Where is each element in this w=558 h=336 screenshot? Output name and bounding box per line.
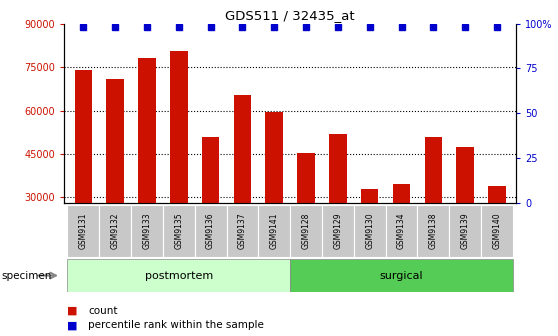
- Bar: [354, 205, 386, 257]
- Bar: [170, 51, 187, 285]
- Text: GSM9129: GSM9129: [333, 213, 343, 249]
- Bar: [290, 205, 322, 257]
- Bar: [449, 205, 481, 257]
- Text: GSM9135: GSM9135: [174, 213, 183, 249]
- Text: GSM9132: GSM9132: [110, 213, 119, 249]
- Bar: [322, 205, 354, 257]
- Bar: [481, 205, 513, 257]
- Text: GSM9137: GSM9137: [238, 213, 247, 249]
- Bar: [266, 112, 283, 285]
- Text: postmortem: postmortem: [145, 270, 213, 281]
- Text: ■: ■: [67, 320, 78, 330]
- Text: GSM9133: GSM9133: [142, 213, 151, 249]
- Bar: [234, 94, 251, 285]
- Bar: [425, 137, 442, 285]
- Text: GSM9130: GSM9130: [365, 213, 374, 249]
- Bar: [386, 205, 417, 257]
- Bar: [107, 79, 124, 285]
- Bar: [393, 184, 410, 285]
- Text: GSM9140: GSM9140: [493, 213, 502, 249]
- Bar: [227, 205, 258, 257]
- Bar: [290, 259, 513, 292]
- Bar: [195, 205, 227, 257]
- Bar: [202, 137, 219, 285]
- Bar: [329, 134, 347, 285]
- Bar: [138, 58, 156, 285]
- Bar: [258, 205, 290, 257]
- Bar: [488, 186, 506, 285]
- Text: count: count: [88, 306, 118, 316]
- Bar: [417, 205, 449, 257]
- Bar: [361, 189, 378, 285]
- Bar: [456, 147, 474, 285]
- Text: ■: ■: [67, 306, 78, 316]
- Bar: [297, 153, 315, 285]
- Text: GSM9131: GSM9131: [79, 213, 88, 249]
- Text: GSM9138: GSM9138: [429, 213, 438, 249]
- Text: percentile rank within the sample: percentile rank within the sample: [88, 320, 264, 330]
- Bar: [68, 259, 290, 292]
- Text: surgical: surgical: [380, 270, 424, 281]
- Bar: [75, 70, 92, 285]
- Text: GSM9139: GSM9139: [461, 213, 470, 249]
- Text: GSM9134: GSM9134: [397, 213, 406, 249]
- Title: GDS511 / 32435_at: GDS511 / 32435_at: [225, 9, 355, 23]
- Bar: [68, 205, 99, 257]
- Bar: [163, 205, 195, 257]
- Bar: [99, 205, 131, 257]
- Text: GSM9128: GSM9128: [301, 213, 311, 249]
- Bar: [131, 205, 163, 257]
- Text: GSM9141: GSM9141: [270, 213, 279, 249]
- Text: specimen: specimen: [1, 270, 51, 281]
- Text: GSM9136: GSM9136: [206, 213, 215, 249]
